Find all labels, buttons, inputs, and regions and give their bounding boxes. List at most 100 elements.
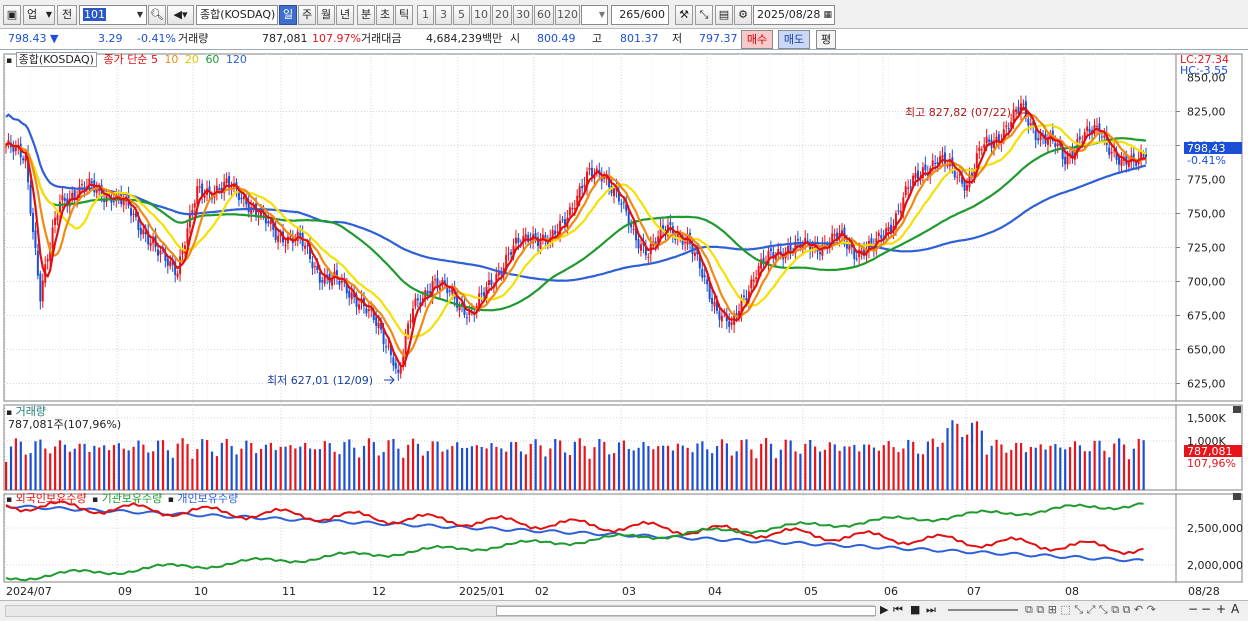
interval-3[interactable]: 3 (435, 5, 452, 25)
volume-bar (608, 454, 611, 490)
volume-bar (613, 453, 616, 490)
hc-label: HC:-3.55 (1180, 64, 1228, 77)
candle-body (637, 239, 640, 249)
candle-body (730, 322, 733, 325)
interval-10[interactable]: 10 (471, 5, 491, 25)
candle-body (385, 346, 387, 348)
volume-bar (676, 443, 679, 490)
scroll-right-icon[interactable]: ▶ (880, 603, 889, 616)
tools-icons[interactable]: ⧉ ⧉ ⊞ ⬚ ⤡ ⤢ ⤡ ⧉ ⧉ ↶ ↷ (1025, 603, 1156, 616)
candle-body (1098, 123, 1101, 135)
buy-button[interactable]: 매수 (741, 30, 773, 49)
chart-area[interactable]: 2024/07 09 10 11 12 2025/01 02 03 04 05 06 07 08 08/2… (0, 50, 1248, 600)
zoom-slider[interactable] (948, 609, 1018, 611)
date-input[interactable]: 2025/08/28 ▦ (753, 5, 835, 25)
zoom-out-icon[interactable]: − (1188, 602, 1199, 616)
tab-second[interactable]: 초 (376, 5, 394, 25)
scrollbar-thumb[interactable] (496, 606, 876, 616)
data-count-field[interactable]: 265/600 (611, 5, 669, 25)
price-tick-label: 775,00 (1187, 174, 1226, 187)
interval-1[interactable]: 1 (417, 5, 434, 25)
volume-bar (152, 451, 155, 490)
interval-60[interactable]: 60 (534, 5, 554, 25)
volume-bar (372, 442, 375, 490)
auto-scale-icon[interactable]: A (1231, 602, 1240, 616)
interval-30[interactable]: 30 (513, 5, 533, 25)
candle-body (355, 294, 358, 307)
interval-custom-select[interactable]: ▼ (581, 5, 608, 25)
zoom-minus-icon[interactable]: − (1201, 602, 1212, 616)
volume-bar (338, 454, 341, 490)
volume-bar (446, 449, 449, 490)
tab-tick[interactable]: 틱 (395, 5, 413, 25)
volume-bar (137, 440, 140, 490)
forward-icon[interactable]: ⏭ (926, 603, 936, 616)
rewind-icon[interactable]: ⏮ (893, 603, 903, 616)
volume-bar (362, 445, 366, 490)
stop-icon[interactable]: ■ (910, 603, 921, 616)
candle-body (617, 190, 620, 202)
draw-icon[interactable]: ⤡ (695, 5, 713, 25)
volume-bar (583, 446, 586, 490)
indicator-icon[interactable]: ⚒ (675, 5, 693, 25)
sell-button[interactable]: 매도 (778, 30, 810, 49)
chart-scrollbar[interactable] (5, 605, 876, 617)
bottom-bar: ▶ ⏮ ■ ⏭ ⧉ ⧉ ⊞ ⬚ ⤡ ⤢ ⤡ ⧉ ⧉ ↶ ↷ − − + A (0, 600, 1248, 621)
candle-body (134, 212, 137, 217)
close-icon[interactable] (1233, 406, 1241, 413)
volume-bar (951, 420, 954, 490)
candle-body (132, 213, 135, 216)
code-input[interactable]: 101 ▼ (79, 5, 147, 25)
save-icon[interactable]: ▤ (715, 5, 733, 25)
volume-bar (1088, 451, 1091, 490)
close-icon[interactable] (1233, 493, 1241, 500)
tab-week[interactable]: 주 (298, 5, 316, 25)
candle-body (350, 292, 353, 300)
window-menu-icon[interactable]: ▣ (3, 5, 21, 25)
candle-body (335, 270, 338, 279)
volume-bar (647, 446, 650, 490)
candle-body (225, 178, 228, 183)
candle-body (1113, 150, 1116, 152)
candle-body (446, 285, 449, 294)
volume-bar (9, 446, 13, 490)
eval-button[interactable]: 평 (816, 30, 836, 49)
volume-bar (662, 445, 665, 490)
volume-bar (1137, 438, 1140, 490)
search-icon[interactable]: 🔍︎ (148, 5, 166, 25)
candle-body (63, 197, 66, 201)
arrow-right-icon (1016, 108, 1029, 118)
volume-bar (255, 453, 258, 490)
chevron-down-icon: ▼ (598, 10, 605, 19)
interval-120[interactable]: 120 (555, 5, 580, 25)
candle-body (68, 198, 71, 207)
investor-tick-label: 2,500,000 (1187, 522, 1243, 535)
tab-day[interactable]: 일 (279, 5, 297, 25)
candle-body (993, 140, 995, 148)
candle-body (490, 279, 493, 286)
volume-bar (867, 444, 871, 490)
ma20-label: 20 (184, 53, 199, 66)
index-legend-label[interactable]: 종합(KOSDAQ) (15, 52, 97, 67)
tab-year[interactable]: 년 (336, 5, 354, 25)
candle-body (247, 201, 250, 213)
interval-5[interactable]: 5 (453, 5, 470, 25)
prev-button[interactable]: 전 (57, 5, 77, 25)
zoom-in-icon[interactable]: + (1216, 602, 1227, 616)
volume-bar (926, 441, 930, 490)
candle-body (237, 191, 240, 201)
interval-20[interactable]: 20 (492, 5, 512, 25)
volume-bar (29, 453, 32, 490)
sound-icon[interactable]: ◀▾ (167, 5, 194, 25)
tab-minute[interactable]: 분 (357, 5, 375, 25)
gear-icon[interactable]: ⚙ (734, 5, 752, 25)
volume-bar (1093, 440, 1096, 490)
candle-body (1086, 126, 1089, 131)
tab-month[interactable]: 월 (317, 5, 335, 25)
candle-body (657, 236, 660, 243)
candle-body (622, 202, 625, 204)
market-select[interactable]: 업 ▼ (23, 5, 55, 25)
candle-body (1115, 152, 1118, 160)
candle-body (590, 167, 593, 177)
volume-bar (1098, 440, 1101, 490)
